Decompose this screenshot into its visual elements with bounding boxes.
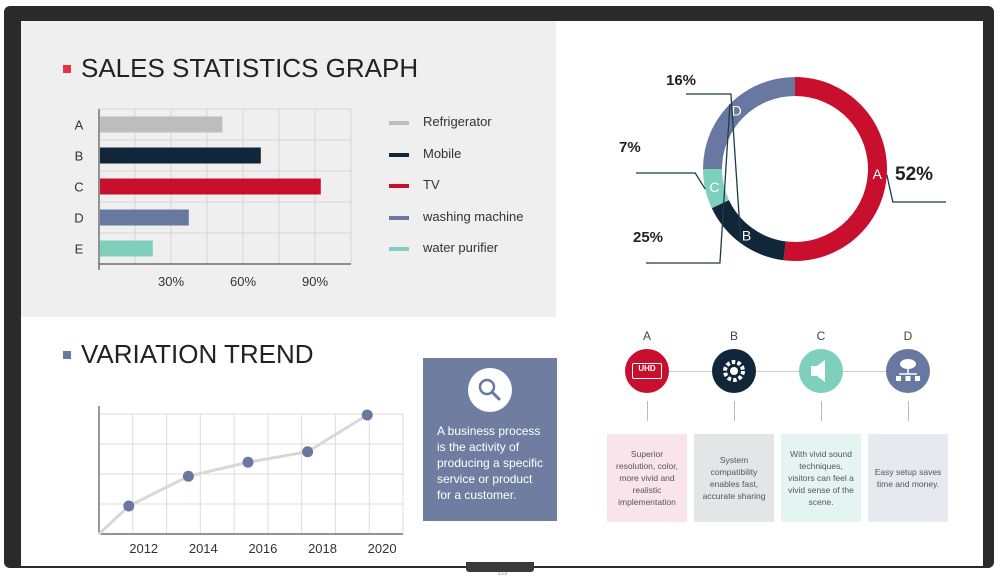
bar-category-label: D	[74, 211, 83, 226]
step-letter: A	[642, 329, 651, 343]
legend-label: TV	[423, 177, 440, 192]
tv-stand	[466, 562, 534, 572]
bar-x-tick-label: 30%	[158, 274, 184, 289]
step-description: Easy setup saves time and money.	[868, 434, 948, 522]
bar-x-tick-label: 90%	[302, 274, 328, 289]
step-letter: D	[903, 329, 913, 343]
tv-screen: SALES STATISTICS GRAPH A B C D E 30% 60% 90% Re…	[21, 21, 983, 566]
legend-swatch	[389, 121, 409, 125]
uhd-icon: UHD	[625, 349, 669, 393]
donut-label-a: 52%	[895, 164, 934, 185]
step-stem	[821, 401, 822, 421]
step-description: System compatibility enables fast, accur…	[694, 434, 774, 522]
legend-swatch	[389, 184, 409, 188]
line-point	[361, 409, 373, 421]
legend-label: water purifier	[423, 240, 499, 255]
legend-swatch	[389, 215, 409, 220]
trend-title: VARIATION TREND	[81, 339, 314, 369]
step-description: With vivid sound techniques, visitors ca…	[781, 434, 861, 522]
line-series	[97, 413, 369, 536]
bar-category-label: C	[74, 180, 83, 195]
bar	[100, 240, 153, 257]
line-point	[123, 500, 135, 512]
donut-label-b: 16%	[666, 72, 697, 89]
legend-swatch	[389, 152, 409, 157]
line-chart: 2012 2014 2016 2018 2020	[97, 406, 404, 556]
donut-slice-label: C	[709, 179, 719, 195]
donut-leader-line	[636, 172, 706, 190]
bar	[100, 116, 223, 133]
bar	[100, 209, 189, 226]
step-stem	[734, 401, 735, 421]
bar-x-tick-label: 60%	[230, 274, 256, 289]
gear-icon	[712, 349, 756, 393]
tv-brand-logo: LG	[498, 569, 508, 577]
line-x-tick-label: 2012	[129, 541, 158, 556]
line-x-tick-label: 2020	[368, 541, 397, 556]
bar-category-label: B	[75, 149, 84, 164]
legend-label: washing machine	[423, 208, 524, 224]
donut-leader-line	[886, 174, 946, 203]
step-description: Superior resolution, color, more vivid a…	[607, 434, 687, 522]
tv-frame: SALES STATISTICS GRAPH A B C D E 30% 60% 90% Re…	[4, 6, 994, 577]
line-x-tick-label: 2014	[189, 541, 218, 556]
steps-connector	[647, 371, 909, 372]
line-point	[302, 446, 314, 458]
line-x-tick-label: 2018	[308, 541, 337, 556]
donut-slice	[783, 77, 887, 261]
donut-leader-line	[646, 103, 731, 264]
uhd-icon-text: UHD	[638, 364, 656, 373]
line-point	[182, 470, 194, 482]
step-stem	[647, 401, 648, 421]
legend-label: Refrigerator	[423, 114, 492, 129]
line-point	[242, 456, 254, 468]
donut-slice-label: B	[742, 228, 751, 244]
legend-swatch	[389, 247, 409, 251]
donut-label-c: 7%	[619, 139, 641, 156]
donut-slice	[703, 77, 795, 169]
donut-leader-line	[686, 93, 742, 244]
bar	[100, 147, 261, 164]
step-letter: C	[816, 329, 826, 343]
sales-panel: SALES STATISTICS GRAPH A B C D E 30% 60% 90% Re…	[21, 21, 556, 317]
sales-title: SALES STATISTICS GRAPH	[81, 53, 419, 83]
donut-chart: A B C D	[636, 77, 946, 264]
bar-category-label: A	[75, 118, 84, 133]
business-card: A business process is the activity of pr…	[423, 358, 557, 521]
sales-title-marker	[63, 65, 71, 73]
business-text: A business process is the activity of pr…	[437, 424, 544, 502]
donut-slice-label: A	[873, 166, 883, 182]
speaker-icon	[799, 349, 843, 393]
donut-slice-label: D	[732, 103, 742, 119]
line-x-tick-label: 2016	[248, 541, 277, 556]
bar-category-label: E	[75, 242, 84, 257]
bar-chart: A B C D E 30% 60% 90%	[74, 108, 352, 289]
step-letter: B	[729, 329, 738, 343]
bar	[100, 178, 321, 195]
magnifier-icon	[468, 368, 512, 412]
network-icon	[886, 349, 930, 393]
donut-slice	[703, 169, 729, 209]
legend-label: Mobile	[423, 145, 462, 161]
donut-label-d: 25%	[633, 229, 664, 246]
donut-slice	[711, 200, 786, 261]
step-stem	[908, 401, 909, 421]
trend-title-marker	[63, 351, 71, 359]
